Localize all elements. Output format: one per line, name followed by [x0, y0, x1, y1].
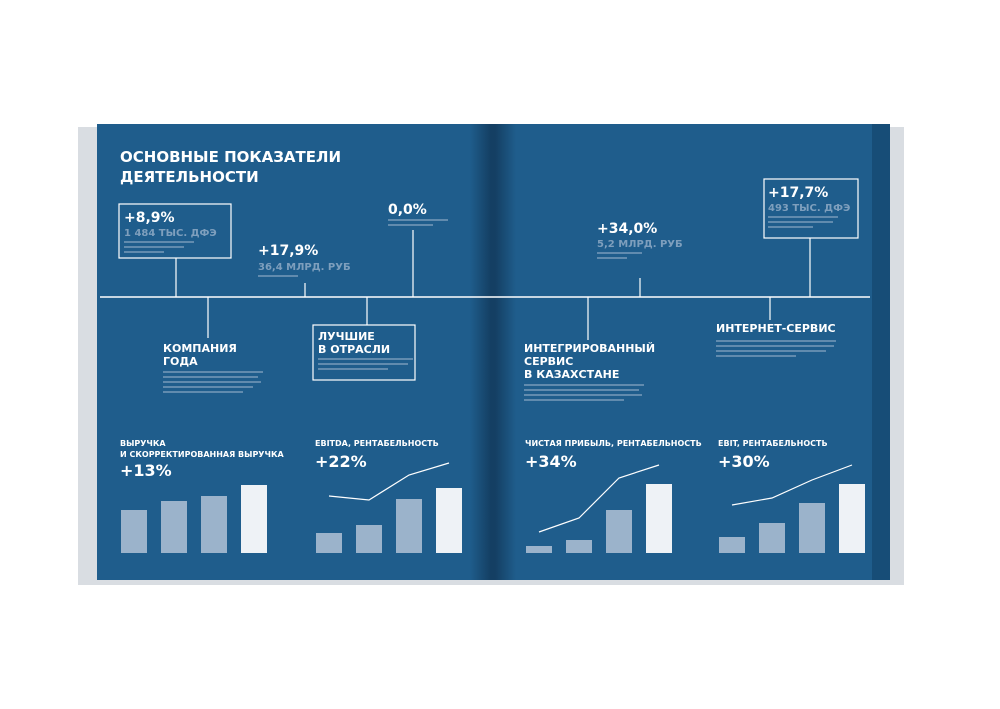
metric-value: 0,0% [388, 202, 427, 218]
bar [526, 546, 552, 553]
event-title: ИНТЕГРИРОВАННЫЙ [524, 342, 655, 355]
chart-change: +30% [718, 452, 770, 471]
metric-value: +17,7% [768, 185, 828, 201]
fine-print [124, 216, 838, 401]
bar [719, 537, 745, 553]
chart-title: EBIT, РЕНТАБЕЛЬНОСТЬ [718, 439, 828, 448]
bar [241, 485, 267, 553]
event-title: В ОТРАСЛИ [318, 343, 390, 356]
metric-detail: 493 ТЫС. ДФЭ [768, 203, 850, 214]
metric-detail: 36,4 МЛРД. РУБ [258, 262, 351, 273]
chart-change: +34% [525, 452, 577, 471]
bar [759, 523, 785, 553]
chart-title: ЧИСТАЯ ПРИБЫЛЬ, РЕНТАБЕЛЬНОСТЬ [525, 439, 702, 448]
bar [436, 488, 462, 553]
charts: ВЫРУЧКА И СКОРРЕКТИРОВАННАЯ ВЫРУЧКА +13% EB… [120, 439, 865, 553]
connectors [175, 230, 811, 340]
chart-change: +22% [315, 452, 367, 471]
side-tabs [872, 124, 890, 580]
event-title: СЕРВИС [524, 355, 573, 368]
bar [606, 510, 632, 553]
chart-change: +13% [120, 461, 172, 480]
metric-value: +34,0% [597, 221, 657, 237]
bar [356, 525, 382, 553]
bar [839, 484, 865, 553]
line [538, 464, 660, 533]
metric-detail: 5,2 МЛРД. РУБ [597, 239, 683, 250]
bar [201, 496, 227, 553]
metric-detail: 1 484 ТЫС. ДФЭ [124, 228, 217, 239]
bar [121, 510, 147, 553]
gutter [470, 124, 516, 580]
line [328, 462, 450, 501]
title: ОСНОВНЫЕ ПОКАЗАТЕЛИ [120, 148, 341, 166]
metric-value: +17,9% [258, 243, 318, 259]
metric-value: +8,9% [124, 210, 175, 226]
bar [396, 499, 422, 553]
bar [316, 533, 342, 553]
chart-title: ВЫРУЧКА [120, 439, 166, 448]
bar [566, 540, 592, 553]
title: ДЕЯТЕЛЬНОСТИ [120, 168, 259, 186]
line [731, 464, 853, 506]
bar [161, 501, 187, 553]
bar [799, 503, 825, 553]
frames [118, 178, 859, 381]
event-title: В КАЗАХСТАНЕ [524, 368, 619, 381]
chart-title: EBITDA, РЕНТАБЕЛЬНОСТЬ [315, 439, 439, 448]
event-title: ИНТЕРНЕТ-СЕРВИС [716, 322, 836, 335]
event-title: ЛУЧШИЕ [318, 330, 375, 343]
chart-title: И СКОРРЕКТИРОВАННАЯ ВЫРУЧКА [120, 450, 284, 459]
event-title: ГОДА [163, 355, 198, 368]
bar [646, 484, 672, 553]
event-title: КОМПАНИЯ [163, 342, 237, 355]
